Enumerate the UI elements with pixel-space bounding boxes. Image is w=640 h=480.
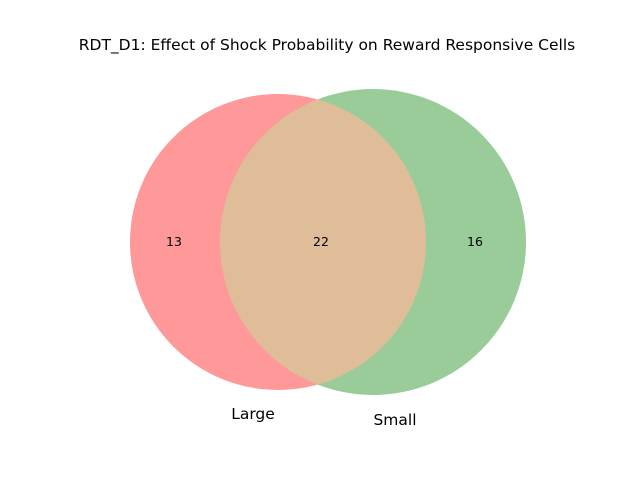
- set-small-label: Small: [373, 411, 416, 429]
- small-only-count: 16: [467, 234, 483, 249]
- diagram-title: RDT_D1: Effect of Shock Probability on R…: [79, 36, 575, 55]
- intersection-count: 22: [313, 234, 329, 249]
- set-large-label: Large: [231, 405, 275, 423]
- large-only-count: 13: [166, 234, 182, 249]
- intersection-region: [220, 94, 426, 390]
